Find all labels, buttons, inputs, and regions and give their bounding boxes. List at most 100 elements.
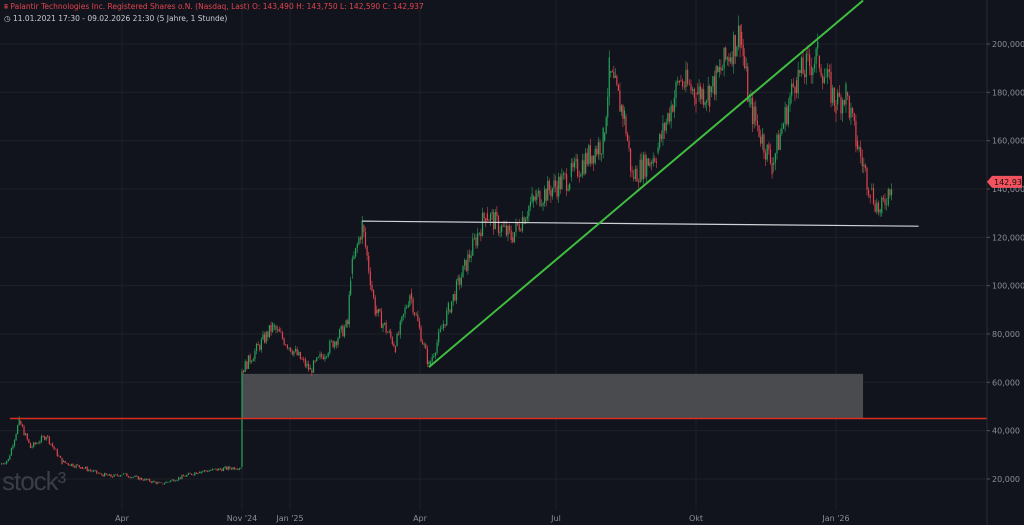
candle — [162, 483, 164, 485]
candle — [586, 152, 588, 165]
candle — [29, 442, 32, 448]
candle — [636, 168, 638, 182]
candle — [599, 142, 601, 155]
candle — [855, 120, 857, 147]
candle — [723, 47, 725, 69]
candle — [31, 446, 33, 448]
candle — [725, 47, 727, 60]
candle — [50, 443, 52, 445]
candle — [744, 56, 746, 68]
candle — [116, 474, 118, 476]
candle — [434, 352, 437, 356]
candle — [393, 343, 395, 347]
candle — [347, 320, 349, 325]
candle — [214, 468, 217, 470]
candle — [662, 123, 664, 139]
candle — [382, 324, 384, 328]
candle — [84, 467, 87, 469]
candle — [329, 341, 331, 354]
candle — [353, 256, 355, 259]
candle — [281, 332, 284, 339]
candle — [647, 158, 649, 166]
candle — [795, 80, 798, 94]
candle — [23, 426, 25, 436]
candle — [402, 313, 405, 317]
candle — [254, 351, 256, 360]
candle — [179, 477, 181, 479]
candle — [339, 329, 341, 339]
candle — [275, 325, 277, 330]
candle — [134, 476, 136, 477]
candle — [475, 237, 477, 246]
candle — [205, 470, 207, 471]
candle — [577, 159, 579, 177]
candle — [110, 474, 112, 477]
candle — [470, 255, 472, 259]
candle — [520, 230, 522, 231]
candle — [88, 469, 90, 471]
candle — [542, 203, 544, 206]
candle — [431, 357, 433, 362]
candle — [779, 133, 781, 150]
candle — [15, 434, 17, 440]
candle — [105, 473, 107, 475]
candle — [782, 123, 785, 129]
candle — [268, 325, 271, 337]
candle — [489, 213, 492, 221]
candle — [879, 209, 881, 213]
candle — [874, 203, 876, 212]
candle — [136, 476, 138, 477]
candle — [92, 470, 95, 472]
candle — [127, 476, 130, 478]
candle — [864, 164, 867, 168]
candle — [94, 470, 96, 472]
candle — [186, 474, 188, 477]
candle — [197, 473, 199, 474]
candle — [119, 475, 122, 477]
candle — [296, 349, 298, 356]
candle — [20, 420, 22, 425]
candle — [617, 84, 619, 91]
candle — [665, 121, 667, 131]
candle — [575, 159, 577, 162]
candle — [442, 324, 445, 329]
x-tick-label: Okt — [689, 514, 703, 523]
candle — [776, 134, 778, 154]
candle — [298, 352, 300, 356]
candle — [872, 188, 875, 204]
candle — [441, 328, 443, 329]
y-axis[interactable]: 20,000 40,000 60,000 80,000 100,000 120,000 14… — [987, 40, 1024, 484]
candle — [140, 477, 143, 480]
candle — [272, 323, 274, 332]
x-tick-label: Nov '24 — [227, 514, 258, 523]
candle — [802, 57, 804, 74]
x-axis[interactable]: Apr Nov '24 Jan '25 Apr Jul Okt Jan '26 — [115, 514, 850, 523]
candle — [157, 482, 159, 484]
candle — [792, 83, 794, 87]
candle — [235, 469, 237, 470]
candle — [168, 481, 170, 483]
candle — [602, 127, 604, 154]
candle — [355, 247, 357, 257]
candle — [710, 86, 712, 93]
candle — [877, 202, 880, 213]
candle — [828, 69, 830, 72]
candle — [848, 95, 850, 118]
candle — [132, 476, 135, 478]
candle — [622, 105, 624, 119]
annotations[interactable] — [10, 0, 987, 420]
candle — [53, 446, 55, 449]
candle — [842, 100, 844, 114]
candle — [1, 463, 3, 465]
candle — [887, 189, 889, 205]
candle — [158, 482, 161, 483]
candle — [467, 254, 469, 271]
candle — [457, 277, 459, 281]
candle — [477, 233, 479, 246]
candle — [280, 331, 282, 333]
candle — [840, 96, 842, 114]
candle — [837, 92, 839, 105]
candle — [226, 466, 228, 470]
candle — [257, 344, 259, 346]
